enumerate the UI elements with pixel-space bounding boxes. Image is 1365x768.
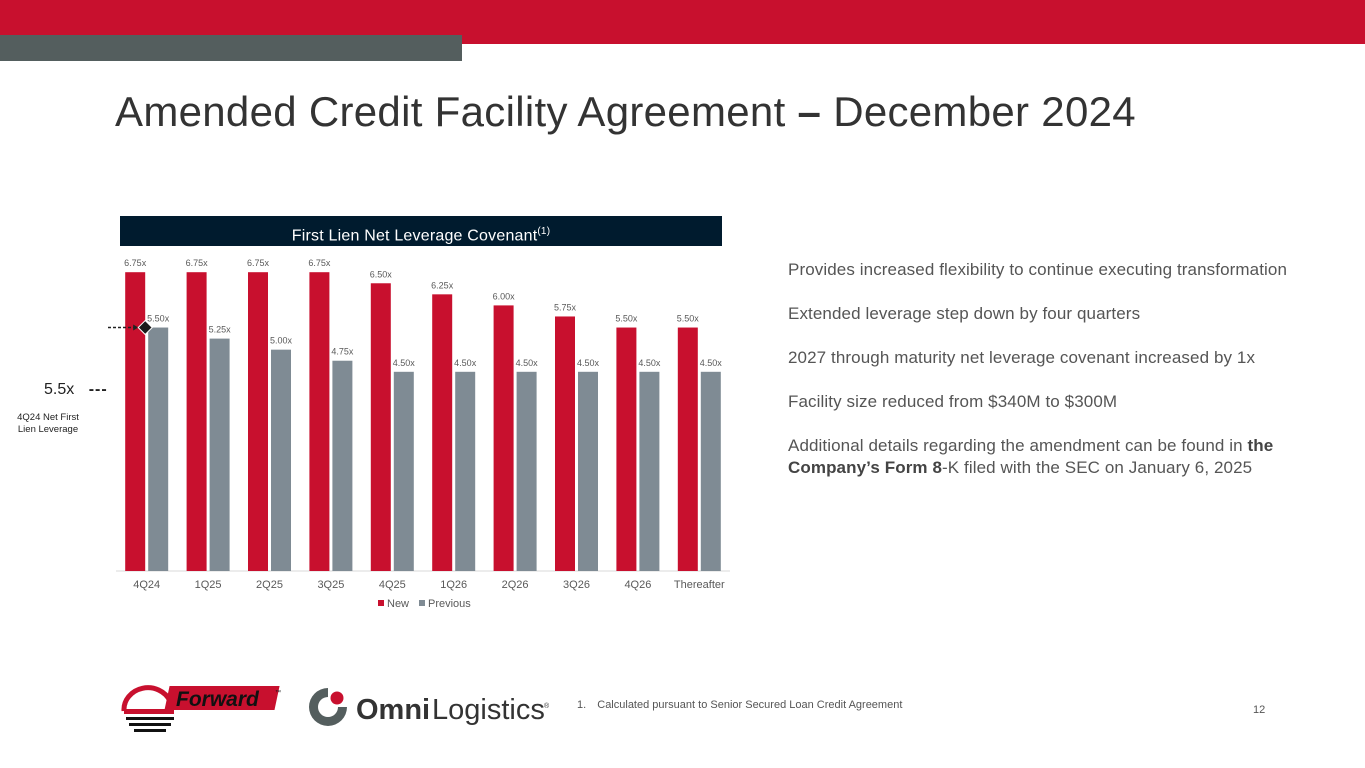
data-label-previous: 4.50x [516,358,539,368]
bar-previous [332,360,353,571]
page-number: 12 [1253,704,1266,716]
footnote: 1. Calculated pursuant to Senior Secured… [577,699,902,711]
bar-previous [700,371,721,571]
forward-logo: Forward ™ [121,685,281,732]
bar-new [493,305,514,571]
forward-logo-tm: ™ [275,689,281,696]
data-label-new: 6.50x [370,269,393,279]
x-tick-label: 3Q25 [317,579,344,591]
x-tick-label: Thereafter [674,579,725,591]
data-label-previous: 4.75x [331,347,354,357]
chart-header-footnote-ref: (1) [537,226,551,237]
legend-label: New [387,598,409,610]
data-label-new: 5.50x [677,314,700,324]
bar-previous [639,371,660,571]
bullet-list: Provides increased flexibility to contin… [788,259,1333,501]
bullet-item: Extended leverage step down by four quar… [788,304,1141,323]
omni-logo-mark-dot [330,691,344,705]
omni-logo-mark [309,688,347,726]
x-tick-label: 4Q25 [379,579,406,591]
data-label-new: 6.75x [124,258,147,268]
chart-header: First Lien Net Leverage Covenant(1) [120,216,722,246]
data-label-previous: 5.00x [270,336,293,346]
forward-logo-stripe [134,729,166,732]
chart-header-text: First Lien Net Leverage Covenant [291,227,538,245]
data-label-new: 5.75x [554,302,577,312]
data-label-new: 6.00x [493,291,516,301]
bar-previous [393,371,414,571]
bar-new [186,272,207,571]
data-label-previous: 5.25x [209,325,232,335]
bar-previous [516,371,537,571]
bar-new [677,327,698,571]
x-tick-label: 3Q26 [563,579,590,591]
bullet-bold-text: the Company’s Form 8 [788,436,1274,477]
logistics-logo-word: Logistics [432,694,545,726]
marker-value-label: 5.5x --- [44,381,108,399]
bullet-item: 2027 through maturity net leverage coven… [788,348,1256,367]
forward-logo-stripe [124,709,174,714]
forward-logo-arc [121,685,173,712]
bar-new [125,272,146,571]
bar-new [309,272,330,571]
x-tick-label: 1Q25 [195,579,222,591]
data-label-new: 6.75x [186,258,209,268]
marker-arrow-dashes: --- [88,381,108,398]
data-label-previous: 4.50x [393,358,416,368]
forward-logo-stripe [129,723,171,726]
legend-swatch [419,600,425,606]
data-label-new: 6.75x [308,258,331,268]
title-part2: December 2024 [833,88,1136,135]
bar-new [370,283,391,571]
data-label-previous: 4.50x [577,358,600,368]
leverage-marker-diamond [137,319,153,336]
data-label-new: 6.75x [247,258,270,268]
bullet-item: Facility size reduced from $340M to $300… [788,392,1118,411]
marker-value: 5.5x [44,381,75,398]
data-label-previous: 4.50x [454,358,477,368]
footnote-number: 1. [577,699,587,711]
x-tick-label: 4Q26 [624,579,651,591]
marker-arrowhead [133,324,139,331]
omni-logistics-logo: Omni Logistics ® [309,688,550,726]
marker-caption: 4Q24 Net First Lien Leverage [17,412,79,435]
bar-new [555,316,575,571]
bar-new [432,294,453,571]
data-label-new: 5.50x [615,314,638,324]
x-tick-label: 1Q26 [440,579,467,591]
page-title: Amended Credit Facility Agreement – Dece… [115,88,1136,136]
legend-swatch [378,600,384,606]
bar-previous [271,349,291,571]
bar-previous [209,338,230,571]
bullet-text-before: Additional details regarding the amendme… [788,436,1248,455]
bullet-item: Provides increased flexibility to contin… [788,260,1288,279]
omni-logo-reg: ® [544,702,550,710]
bar-previous [578,371,598,571]
bar-new [616,327,637,571]
bullet-item-form8k: Additional details regarding the amendme… [788,435,1333,479]
data-label-previous: 4.50x [638,358,661,368]
data-label-previous: 4.50x [700,358,723,368]
omni-logo-word: Omni [356,694,430,726]
forward-logo-box [164,686,280,710]
top-gray-band [0,35,462,61]
footnote-text: Calculated pursuant to Senior Secured Lo… [597,699,903,711]
data-label-previous: 5.50x [147,314,170,324]
x-tick-label: 2Q25 [256,579,283,591]
forward-logo-word: Forward [176,688,260,711]
title-part1: Amended Credit Facility Agreement [115,88,786,135]
bar-new [248,272,268,571]
title-dash: – [797,88,822,135]
bullet-text-after: -K filed with the SEC on January 6, 2025 [942,458,1253,477]
data-label-new: 6.25x [431,280,454,290]
x-tick-label: 4Q24 [133,579,160,591]
bar-previous [455,371,476,571]
bar-previous [148,327,169,571]
forward-logo-stripe [126,717,174,720]
legend-label: Previous [428,598,471,610]
x-tick-label: 2Q26 [502,579,529,591]
